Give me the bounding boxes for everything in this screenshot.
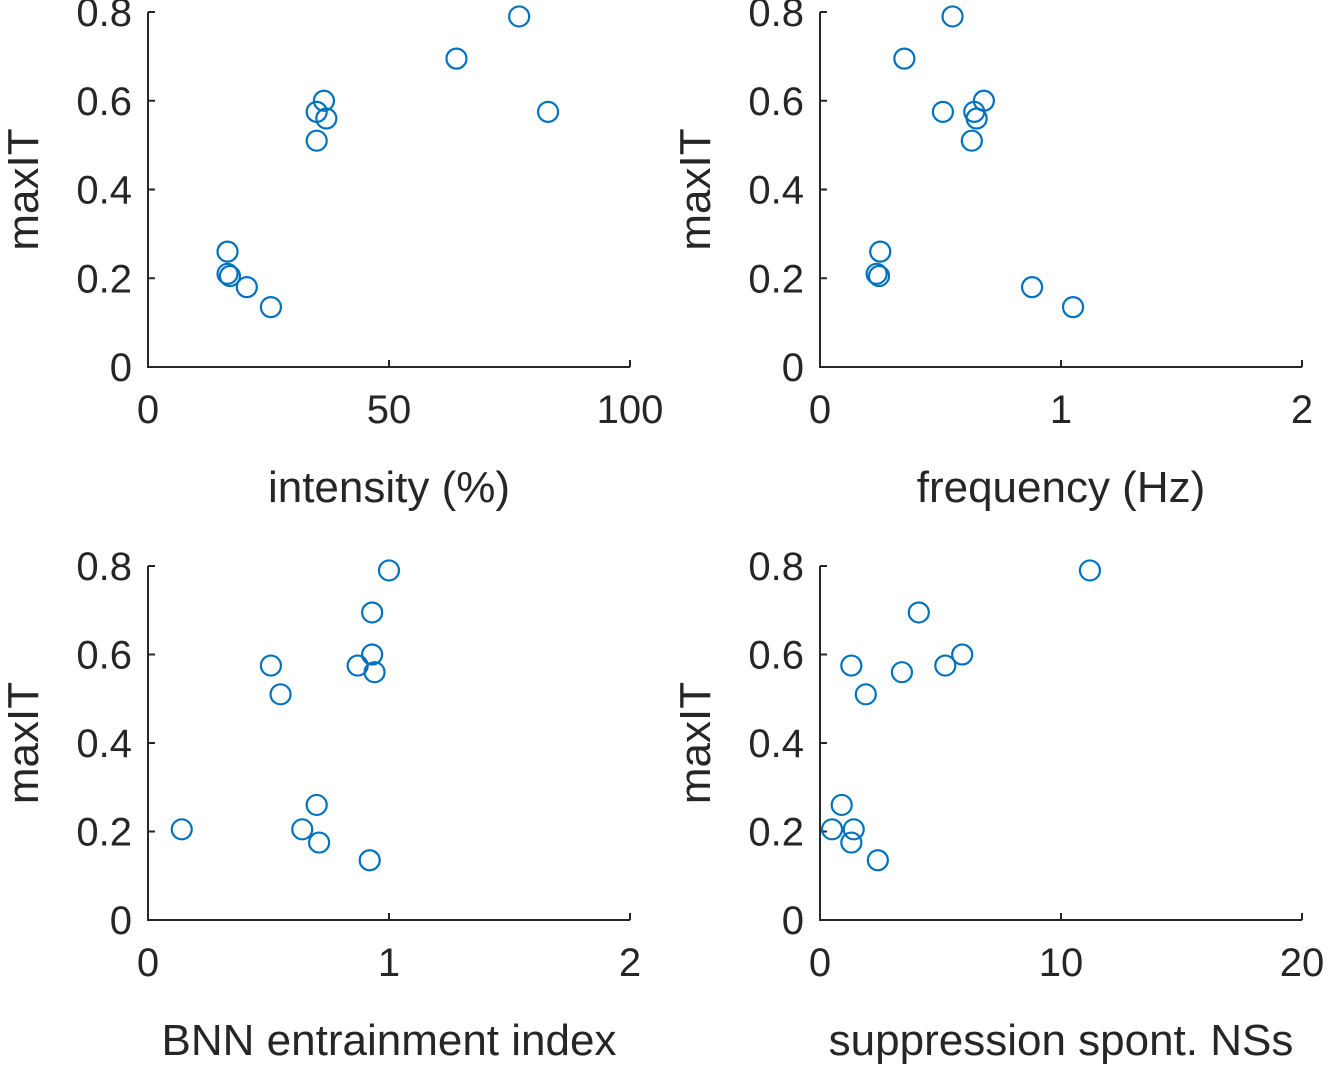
data-point-marker [965, 107, 988, 130]
y-tick-label: 0.2 [76, 811, 132, 855]
data-point-marker [363, 661, 386, 684]
data-point-marker [536, 100, 560, 123]
x-tick-label: 2 [1291, 388, 1313, 432]
y-tick-label: 0.6 [76, 80, 132, 124]
data-point-marker [216, 262, 239, 285]
data-point-marker [866, 849, 889, 872]
x-tick-label: 20 [1280, 941, 1325, 985]
x-axis-label: BNN entrainment index [162, 1016, 617, 1065]
x-tick-label: 1 [378, 941, 400, 985]
y-tick-label: 0.8 [76, 0, 132, 35]
data-point-marker [445, 47, 468, 70]
data-point-marker [170, 818, 193, 841]
data-point-marker [216, 240, 239, 263]
data-point-marker [869, 240, 892, 263]
y-tick-label: 0.8 [748, 0, 804, 35]
data-point-marker [854, 683, 877, 706]
y-tick-label: 0.8 [748, 545, 804, 589]
data-point-marker [361, 601, 384, 624]
data-point-marker [358, 849, 381, 872]
y-axis-label: maxIT [671, 128, 720, 250]
x-tick-label: 0 [137, 941, 159, 985]
scatter-panel-4: 0 10 20 0 0.2 0.4 0.6 0.8 suppression spont. NSs… [671, 545, 1324, 1065]
scatter-panel-1: 0 50 100 0 0.2 0.4 0.6 0.8 intensity (%) maxIT [0, 0, 663, 512]
x-tick-label: 0 [137, 388, 159, 432]
x-tick-label: 2 [619, 941, 641, 985]
scatter-panel-2: 0 1 2 0 0.2 0.4 0.6 0.8 frequency (Hz) maxIT [671, 0, 1313, 512]
y-tick-label: 0 [782, 899, 804, 943]
scatter-panel-3: 0 1 2 0 0.2 0.4 0.6 0.8 BNN entrainment index max… [0, 545, 641, 1065]
y-tick-label: 0 [110, 346, 132, 390]
y-tick-label: 0.6 [748, 80, 804, 124]
y-axis-label: maxIT [0, 128, 48, 250]
data-point-marker [312, 89, 336, 112]
data-point-marker [951, 643, 974, 666]
data-point-marker [840, 831, 863, 854]
axes-frame [819, 12, 1302, 368]
data-point-marker [842, 818, 865, 841]
x-axis-label: intensity (%) [268, 463, 510, 512]
data-point-marker [291, 818, 314, 841]
y-tick-label: 0.8 [76, 545, 132, 589]
data-point-marker [907, 601, 930, 624]
x-axis-label: frequency (Hz) [917, 463, 1206, 512]
data-point-marker [259, 295, 283, 319]
y-tick-label: 0 [110, 899, 132, 943]
data-point-marker [1078, 559, 1102, 582]
data-point-marker [865, 262, 888, 285]
data-point-marker [941, 5, 964, 28]
x-axis-label: suppression spont. NSs [829, 1016, 1294, 1065]
data-point-marker [308, 831, 331, 854]
y-tick-label: 0.4 [76, 169, 132, 213]
data-point-marker [508, 5, 531, 28]
data-point-marker [830, 793, 853, 817]
x-tick-label: 0 [809, 388, 831, 432]
data-point-marker [377, 559, 401, 582]
y-tick-label: 0.2 [76, 257, 132, 301]
axes-frame [147, 12, 630, 368]
x-tick-label: 0 [809, 941, 831, 985]
y-tick-label: 0.2 [748, 811, 804, 855]
data-point-marker [305, 793, 328, 817]
y-axis-label: maxIT [0, 682, 48, 804]
data-point-marker [934, 654, 957, 677]
data-point-marker [218, 264, 242, 288]
y-tick-label: 0 [782, 346, 804, 390]
x-tick-label: 100 [597, 388, 664, 432]
data-point-marker [867, 264, 891, 288]
data-point-marker [820, 818, 844, 841]
data-point-marker [840, 654, 863, 677]
y-axis-label: maxIT [671, 682, 720, 804]
data-point-marker [305, 129, 328, 152]
y-tick-label: 0.6 [748, 634, 804, 678]
data-point-marker [315, 107, 338, 130]
data-point-marker [269, 683, 292, 706]
y-tick-label: 0.4 [748, 169, 804, 213]
data-point-marker [259, 654, 283, 677]
data-point-marker [960, 129, 983, 152]
y-tick-label: 0.4 [76, 722, 132, 766]
data-point-marker [931, 100, 955, 123]
data-point-marker [235, 276, 258, 299]
data-point-marker [890, 661, 914, 684]
data-point-marker [893, 47, 916, 70]
y-tick-label: 0.4 [748, 722, 804, 766]
data-point-marker [1020, 276, 1044, 299]
axes-frame [819, 566, 1302, 921]
x-tick-label: 50 [367, 388, 412, 432]
y-tick-label: 0.2 [748, 257, 804, 301]
axes-frame [147, 566, 630, 921]
data-point-marker [361, 643, 384, 666]
x-tick-label: 10 [1039, 941, 1084, 985]
y-tick-label: 0.6 [76, 634, 132, 678]
x-tick-label: 1 [1050, 388, 1072, 432]
data-point-marker [1061, 295, 1085, 319]
